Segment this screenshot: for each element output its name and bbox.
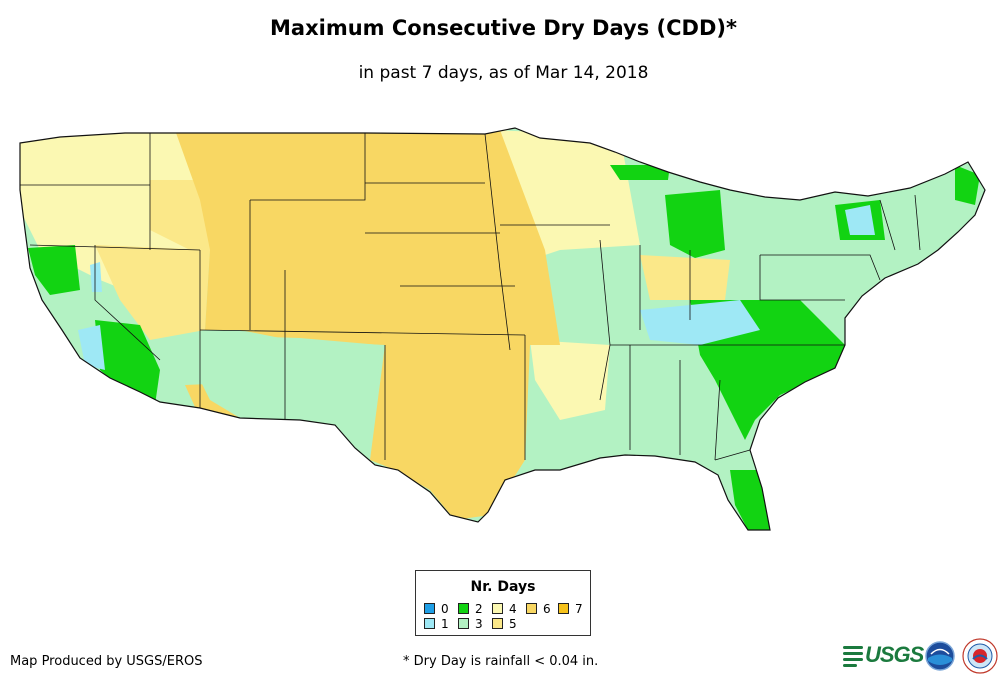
map-subtitle: in past 7 days, as of Mar 14, 2018 bbox=[358, 63, 649, 83]
nws-logo bbox=[962, 638, 998, 674]
zone-1-ohio-valley bbox=[640, 300, 760, 345]
legend: Nr. Days 0 1 2 3 4 5 6 7 bbox=[415, 570, 591, 636]
boundary-ga-fl bbox=[714, 449, 751, 461]
legend-swatch-4 bbox=[492, 603, 503, 614]
zone-5-great-basin bbox=[95, 245, 210, 340]
usgs-wave-icon bbox=[843, 644, 863, 667]
state-boundaries bbox=[20, 133, 921, 461]
map-credit: Map Produced by USGS/EROS bbox=[10, 654, 203, 669]
noaa-logo bbox=[925, 641, 955, 671]
boundary-pa-ny bbox=[760, 254, 881, 281]
zone-2-michigan bbox=[665, 190, 725, 258]
legend-item-5: 5 bbox=[492, 618, 517, 631]
zone-2-north-california bbox=[28, 245, 80, 295]
dry-day-footnote: * Dry Day is rainfall < 0.04 in. bbox=[403, 654, 599, 669]
boundary-pa-md bbox=[759, 255, 845, 301]
legend-label-1: 1 bbox=[441, 617, 449, 631]
legend-swatch-0 bbox=[424, 603, 435, 614]
usgs-logo: USGS bbox=[843, 642, 924, 668]
legend-item-6: 6 bbox=[526, 603, 551, 616]
boundary-4corners-ok bbox=[199, 329, 526, 336]
zone-2-south-california bbox=[95, 320, 160, 405]
legend-label-3: 3 bbox=[475, 617, 483, 631]
legend-item-7: 7 bbox=[558, 603, 583, 616]
zone-1-adirondacks bbox=[845, 205, 875, 235]
legend-label-7: 7 bbox=[575, 602, 583, 616]
legend-label-0: 0 bbox=[441, 602, 449, 616]
zone-3-southwest bbox=[195, 335, 380, 425]
zone-6-plains bbox=[175, 130, 560, 520]
cdd-fill-layer bbox=[20, 128, 985, 530]
boundary-ms-al-ga bbox=[629, 345, 721, 461]
legend-label-2: 2 bbox=[475, 602, 483, 616]
zone-4-lower-mississippi bbox=[530, 340, 610, 420]
legend-swatch-2 bbox=[458, 603, 469, 614]
legend-swatch-5 bbox=[492, 618, 503, 629]
zone-5-indiana-ohio bbox=[640, 255, 730, 300]
map-title: Maximum Consecutive Dry Days (CDD)* bbox=[270, 16, 737, 40]
legend-swatch-7 bbox=[558, 603, 569, 614]
legend-label-4: 4 bbox=[509, 602, 517, 616]
zone-2-upper-peninsula bbox=[610, 165, 670, 180]
legend-swatch-1 bbox=[424, 618, 435, 629]
legend-label-5: 5 bbox=[509, 617, 517, 631]
zone-1-tahoe bbox=[90, 262, 102, 292]
legend-swatch-3 bbox=[458, 618, 469, 629]
zone-2-maine bbox=[955, 165, 980, 205]
legend-item-1: 1 bbox=[424, 618, 449, 631]
legend-item-2: 2 bbox=[458, 603, 483, 616]
boundary-mt-wy-dakotas bbox=[250, 133, 366, 201]
usgs-logo-text: USGS bbox=[865, 642, 924, 667]
zone-2-florida bbox=[730, 470, 770, 530]
boundary-mn-ia-mo bbox=[484, 133, 511, 351]
legend-item-4: 4 bbox=[492, 603, 517, 616]
legend-title: Nr. Days bbox=[470, 579, 536, 595]
legend-item-0: 0 bbox=[424, 603, 449, 616]
legend-label-6: 6 bbox=[543, 602, 551, 616]
boundary-or-ca-nv bbox=[29, 244, 201, 251]
legend-swatch-6 bbox=[526, 603, 537, 614]
boundary-new-england bbox=[879, 194, 921, 251]
boundary-ca-nv bbox=[94, 245, 161, 361]
zone-1-socal-coast bbox=[78, 325, 105, 370]
legend-item-3: 3 bbox=[458, 618, 483, 631]
